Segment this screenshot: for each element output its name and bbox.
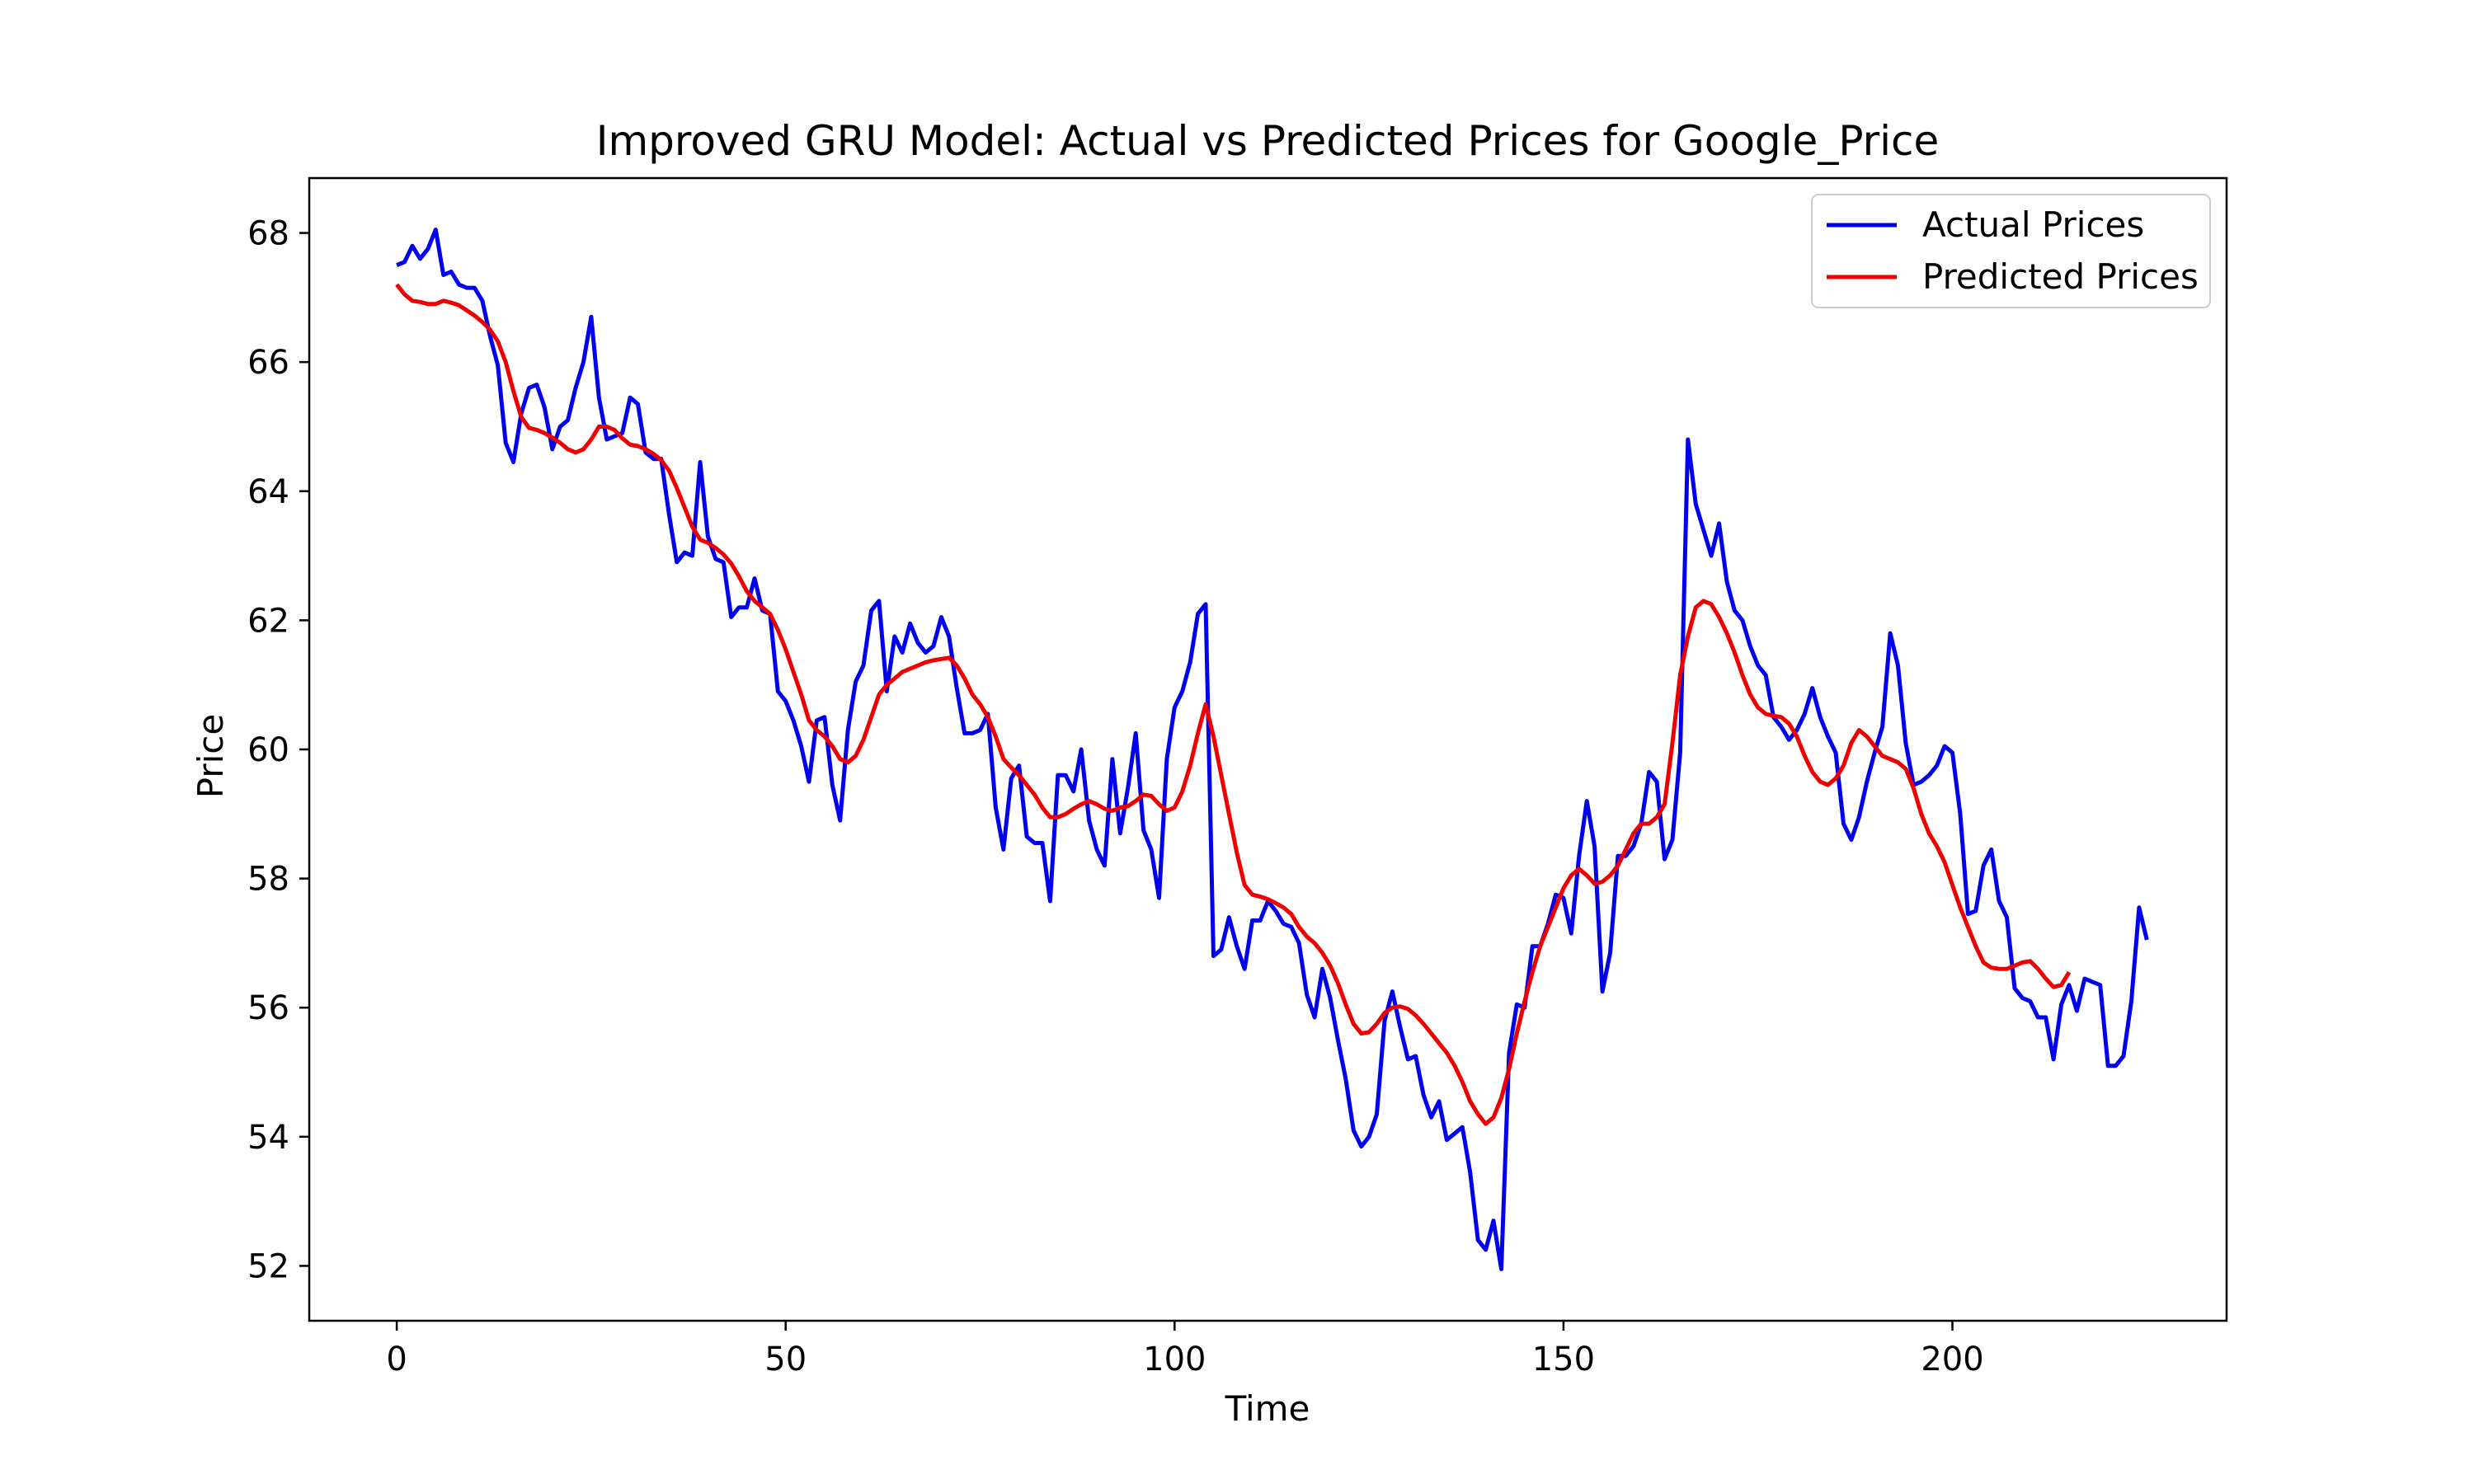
y-tick-label: 66 xyxy=(247,344,289,382)
y-tick-label: 68 xyxy=(247,215,289,253)
y-tick-label: 54 xyxy=(247,1119,289,1157)
x-tick-label: 100 xyxy=(1143,1341,1206,1378)
legend-box xyxy=(1811,194,2211,308)
y-tick-label: 60 xyxy=(247,731,289,769)
y-tick-label: 52 xyxy=(247,1247,289,1285)
y-axis: 52 54 56 58 60 62 64 66 68 xyxy=(247,215,309,1285)
y-axis-label: Price xyxy=(190,714,231,798)
x-axis: 0 50 100 150 200 xyxy=(386,1321,1984,1378)
x-tick-label: 50 xyxy=(764,1341,807,1378)
y-tick-label: 58 xyxy=(247,861,289,899)
legend: Actual Prices Predicted Prices xyxy=(1811,194,2211,308)
series-line-predicted-prices xyxy=(395,283,2072,1126)
y-tick-label: 56 xyxy=(247,989,289,1027)
series-line-actual-prices xyxy=(396,228,2149,1271)
legend-label-actual: Actual Prices xyxy=(1922,204,2144,245)
legend-label-predicted: Predicted Prices xyxy=(1922,256,2199,297)
chart-title: Improved GRU Model: Actual vs Predicted … xyxy=(596,117,1940,165)
plot-series xyxy=(395,228,2149,1271)
x-tick-label: 200 xyxy=(1921,1341,1983,1378)
y-tick-label: 64 xyxy=(247,473,289,511)
x-axis-label: Time xyxy=(1225,1388,1310,1429)
y-tick-label: 62 xyxy=(247,602,289,640)
x-tick-label: 150 xyxy=(1532,1341,1595,1378)
x-tick-label: 0 xyxy=(386,1341,407,1378)
plot-frame xyxy=(308,176,2228,1322)
